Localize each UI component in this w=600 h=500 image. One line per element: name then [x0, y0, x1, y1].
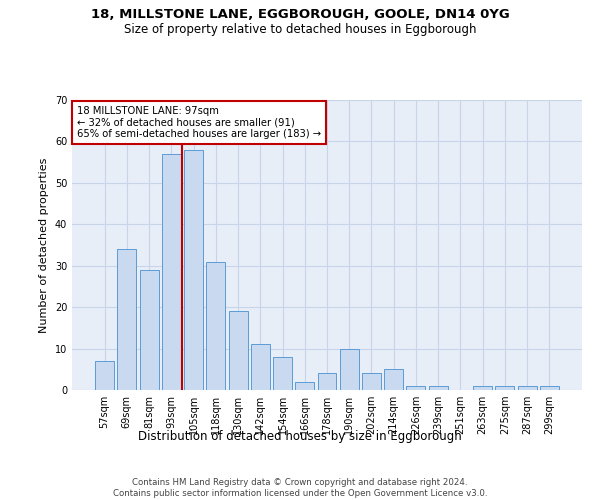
Bar	[295, 382, 314, 390]
Bar	[317, 374, 337, 390]
Bar	[273, 357, 292, 390]
Text: Size of property relative to detached houses in Eggborough: Size of property relative to detached ho…	[124, 22, 476, 36]
Bar	[162, 154, 181, 390]
Bar	[406, 386, 425, 390]
Bar	[95, 361, 114, 390]
Text: Distribution of detached houses by size in Eggborough: Distribution of detached houses by size …	[138, 430, 462, 443]
Bar	[184, 150, 203, 390]
Text: 18 MILLSTONE LANE: 97sqm
← 32% of detached houses are smaller (91)
65% of semi-d: 18 MILLSTONE LANE: 97sqm ← 32% of detach…	[77, 106, 321, 139]
Bar	[429, 386, 448, 390]
Y-axis label: Number of detached properties: Number of detached properties	[39, 158, 49, 332]
Bar	[540, 386, 559, 390]
Text: Contains HM Land Registry data © Crown copyright and database right 2024.
Contai: Contains HM Land Registry data © Crown c…	[113, 478, 487, 498]
Text: 18, MILLSTONE LANE, EGGBOROUGH, GOOLE, DN14 0YG: 18, MILLSTONE LANE, EGGBOROUGH, GOOLE, D…	[91, 8, 509, 20]
Bar	[340, 348, 359, 390]
Bar	[473, 386, 492, 390]
Bar	[140, 270, 158, 390]
Bar	[496, 386, 514, 390]
Bar	[206, 262, 225, 390]
Bar	[362, 374, 381, 390]
Bar	[229, 312, 248, 390]
Bar	[118, 249, 136, 390]
Bar	[251, 344, 270, 390]
Bar	[518, 386, 536, 390]
Bar	[384, 370, 403, 390]
